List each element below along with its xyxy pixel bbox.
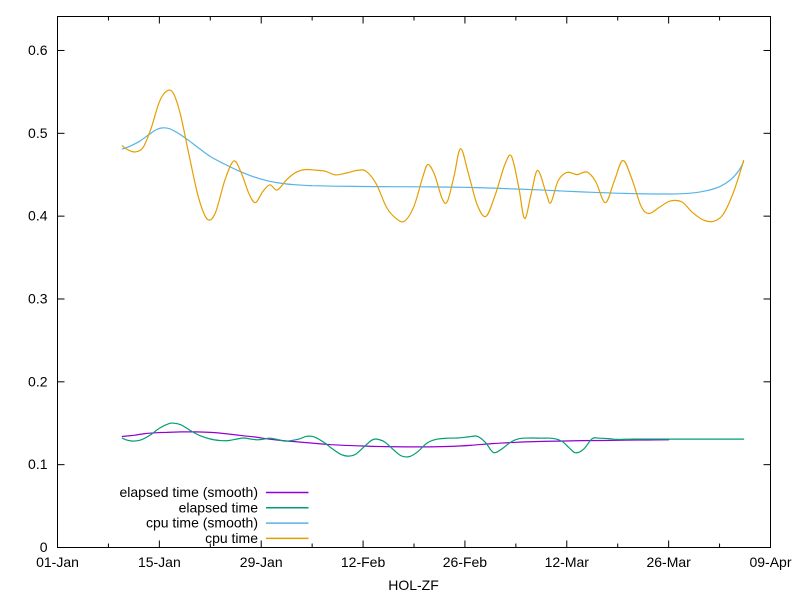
legend-label: elapsed time (smooth) <box>119 484 258 500</box>
y-tick-label: 0.1 <box>28 456 48 472</box>
series-line-2 <box>121 422 745 458</box>
legend-label: cpu time (smooth) <box>146 515 258 531</box>
legend-item: elapsed time <box>179 499 309 515</box>
series-line-1 <box>121 431 670 448</box>
y-tick-label: 0.5 <box>28 125 48 141</box>
y-tick-label: 0.6 <box>28 42 48 58</box>
series-line-4 <box>121 89 745 223</box>
legend-item: cpu time <box>205 530 309 546</box>
x-tick-label: 12-Feb <box>341 554 386 570</box>
legend-label: elapsed time <box>179 499 259 515</box>
x-tick-label: 09-Apr <box>749 554 791 570</box>
legend-label: cpu time <box>205 530 258 546</box>
x-tick-label: 29-Jan <box>240 554 283 570</box>
x-tick-label: 26-Feb <box>443 554 488 570</box>
y-tick-label: 0.2 <box>28 373 48 389</box>
x-tick-label: 12-Mar <box>545 554 590 570</box>
x-tick-label: 15-Jan <box>138 554 181 570</box>
y-tick-label: 0.3 <box>28 290 48 306</box>
x-tick-label: 26-Mar <box>646 554 691 570</box>
legend-item: cpu time (smooth) <box>146 515 309 531</box>
chart-generated-content: 01-Jan 15-Jan 29-Jan 12-Feb 26-Feb 12-Mar 26-M… <box>28 16 792 570</box>
y-tick-label: 0 <box>40 539 48 555</box>
y-tick-label: 0.4 <box>28 208 48 224</box>
plot-border <box>57 16 771 548</box>
series-line-3 <box>121 127 745 195</box>
legend-item: elapsed time (smooth) <box>119 484 309 500</box>
x-tick-label: 01-Jan <box>36 554 79 570</box>
x-axis-title: HOL-ZF <box>388 577 439 593</box>
